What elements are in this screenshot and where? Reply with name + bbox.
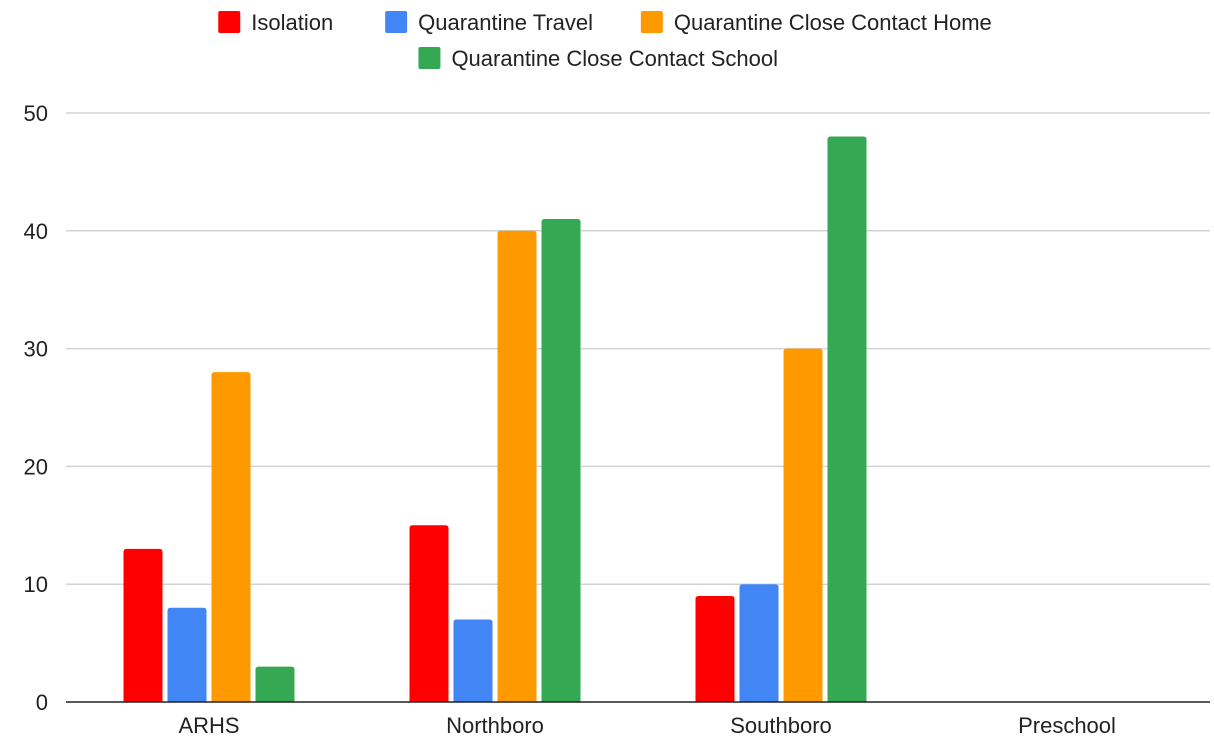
legend-label-quarantine-travel: Quarantine Travel [418,10,593,35]
legend-swatch-quarantine-close-contact-home [640,11,663,33]
x-category-label: Southboro [730,713,832,738]
gridlines [66,112,1210,585]
bar-arhs-quarantine-close-contact-school [255,666,295,702]
legend-label-quarantine-close-contact-school: Quarantine Close Contact School [451,46,778,71]
legend-swatch-quarantine-travel [385,11,408,33]
x-category-label: ARHS [178,713,239,738]
legend-swatch-isolation [218,11,241,33]
bar-arhs-isolation [123,548,163,702]
x-axis-categories: ARHS Northboro Southboro Preschool [178,713,1115,738]
y-tick-label: 20 [24,454,48,479]
bar-northboro-quarantine-travel [453,619,493,702]
y-tick-label: 10 [24,572,48,597]
legend-label-isolation: Isolation [251,10,333,35]
y-axis-ticks: 0 10 20 30 40 50 [24,101,48,715]
legend: Isolation Quarantine Travel Quarantine Clo… [218,10,992,71]
x-category-label: Preschool [1018,713,1116,738]
y-tick-label: 40 [24,219,48,244]
bar-arhs-quarantine-travel [167,607,207,702]
bar-southboro-isolation [695,595,735,702]
bar-northboro-quarantine-close-contact-home [497,230,537,703]
bar-northboro-isolation [409,525,449,702]
legend-swatch-quarantine-close-contact-school [418,47,441,69]
bar-southboro-quarantine-close-contact-home [783,348,823,702]
bar-southboro-quarantine-close-contact-school [827,136,867,702]
y-tick-label: 30 [24,337,48,362]
bar-southboro-quarantine-travel [739,584,779,702]
x-category-label: Northboro [446,713,544,738]
legend-label-quarantine-close-contact-home: Quarantine Close Contact Home [674,10,992,35]
bars [123,136,867,703]
y-tick-label: 50 [24,101,48,126]
bar-arhs-quarantine-close-contact-home [211,372,251,702]
y-tick-label: 0 [36,690,48,715]
bar-northboro-quarantine-close-contact-school [541,219,581,702]
